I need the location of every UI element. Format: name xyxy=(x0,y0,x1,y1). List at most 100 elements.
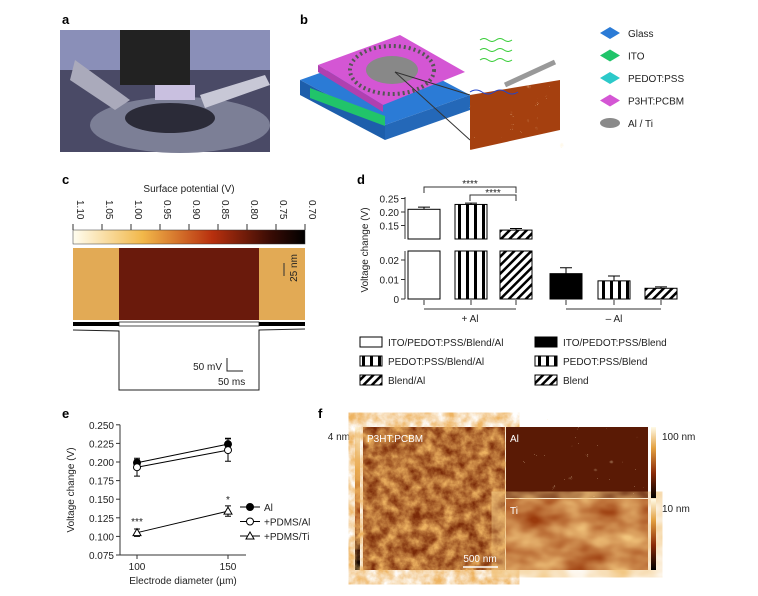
error-bar xyxy=(418,206,430,210)
colorbar xyxy=(72,229,306,245)
d-ylabel: Voltage change (V) xyxy=(360,207,371,292)
y-tick-label: 0.250 xyxy=(89,421,114,432)
colorbar-ticks: 1.10 1.05 1.00 0.95 0.90 0.85 0.80 0.75 0.70 xyxy=(72,200,317,230)
legend-swatch xyxy=(534,336,558,348)
layer-legend: Glass ITO PEDOT:PSS P3HT:PCBM Al / Ti xyxy=(600,27,684,130)
legend-label: +PDMS/Ti xyxy=(264,532,309,543)
device-diagram xyxy=(300,35,560,152)
illumination-bar xyxy=(73,321,305,327)
data-point xyxy=(133,463,141,472)
height-colorbar-main xyxy=(355,427,360,570)
surface-potential-map: 25 nm xyxy=(73,248,305,320)
series-line xyxy=(136,510,229,534)
panel-f-label: f xyxy=(318,406,323,421)
data-point xyxy=(224,446,232,455)
y-tick-label: 0.075 xyxy=(89,551,114,562)
bar xyxy=(407,208,441,240)
x-tick-label: 150 xyxy=(220,562,237,573)
layer-label: PEDOT:PSS xyxy=(628,74,684,85)
e-ylabel: Voltage change (V) xyxy=(66,447,77,532)
layer-swatch xyxy=(600,49,620,62)
height-colorbar-al xyxy=(651,427,656,498)
layer-label: P3HT:PCBM xyxy=(628,97,684,108)
colorbar-tick-label: 0.90 xyxy=(190,200,201,220)
afm-images: 4 nm P3HT:PCBM Al Ti 500 nm 100 nm 10 nm xyxy=(328,427,695,570)
main-scale-label: 4 nm xyxy=(328,432,350,443)
height-colorbar-ti xyxy=(651,499,656,570)
layer-swatch xyxy=(600,72,620,84)
scalebar-500nm: 500 nm xyxy=(463,554,496,565)
series-line xyxy=(136,449,229,468)
data-point xyxy=(245,530,255,540)
layer-label: ITO xyxy=(628,52,645,63)
y-tick-label: 0 xyxy=(393,295,399,306)
significance-label: * xyxy=(226,495,230,506)
colorbar-tick-label: 0.75 xyxy=(277,200,288,220)
legend-swatch xyxy=(359,355,383,367)
layer-swatch xyxy=(600,118,620,128)
colorbar-tick-label: 1.00 xyxy=(132,200,143,220)
e-xlabel: Electrode diameter (µm) xyxy=(129,576,236,587)
x-tick-label: 100 xyxy=(129,562,146,573)
significance-bracket xyxy=(423,186,517,193)
voltage-trace xyxy=(72,328,306,391)
legend-label: PEDOT:PSS/Blend/Al xyxy=(388,357,484,368)
legend-swatch xyxy=(359,374,383,386)
scale-bar xyxy=(226,358,243,372)
legend-label: +PDMS/Al xyxy=(264,518,310,529)
significance-label: *** xyxy=(131,517,143,528)
y-tick-label: 0.125 xyxy=(89,514,114,525)
ti-label: Ti xyxy=(510,506,518,517)
y-tick-label: 0.150 xyxy=(89,495,114,506)
bar xyxy=(454,250,488,300)
legend-label: ITO/PEDOT:PSS/Blend xyxy=(563,338,667,349)
y-tick-label: 0.20 xyxy=(380,208,400,219)
error-bar xyxy=(465,202,477,205)
bar-legend: ITO/PEDOT:PSS/Blend/Al ITO/PEDOT:PSS/Blen… xyxy=(359,336,667,387)
legend-label: Al xyxy=(264,503,273,514)
y-tick-label: 0.01 xyxy=(380,276,400,287)
panel-e-label: e xyxy=(62,406,69,421)
scale-50mv: 50 mV xyxy=(193,362,222,373)
error-bar xyxy=(560,267,572,274)
significance-label: **** xyxy=(462,179,478,190)
panel-a-label: a xyxy=(62,12,70,27)
y-tick-label: 0.225 xyxy=(89,439,114,450)
layer-label: Glass xyxy=(628,29,654,40)
panel-b-label: b xyxy=(300,12,308,27)
data-point xyxy=(246,517,254,526)
legend-label: PEDOT:PSS/Blend xyxy=(563,357,647,368)
group-label: + Al xyxy=(462,314,479,325)
bar xyxy=(549,273,583,300)
bar xyxy=(499,229,533,240)
colorbar-tick-label: 0.95 xyxy=(161,200,172,220)
colorbar-tick-label: 0.70 xyxy=(306,200,317,220)
legend-swatch xyxy=(359,336,383,348)
data-point xyxy=(246,503,254,511)
error-bar xyxy=(655,286,667,289)
bar xyxy=(597,280,631,300)
legend-swatch xyxy=(534,355,558,367)
y-tick-label: 0.02 xyxy=(380,256,400,267)
scale-50ms: 50 ms xyxy=(218,377,245,388)
scale-25nm: 25 nm xyxy=(289,254,300,282)
y-tick-label: 0.200 xyxy=(89,458,114,469)
layer-label: Al / Ti xyxy=(628,119,653,130)
colorbar-tick-label: 1.05 xyxy=(103,200,114,220)
error-bar xyxy=(510,227,522,231)
error-bar xyxy=(608,275,620,281)
data-point xyxy=(223,506,233,515)
ti-scale-label: 10 nm xyxy=(662,504,690,515)
bar-chart-d: 0.25 0.20 0.15 0.02 0.01 0 + Al – Al **** **** xyxy=(380,179,678,325)
al-scale-label: 100 nm xyxy=(662,432,695,443)
data-point xyxy=(132,527,142,537)
legend-label: Blend/Al xyxy=(388,376,425,387)
significance-label: **** xyxy=(485,188,501,199)
series-line xyxy=(136,443,229,464)
layer-swatch xyxy=(600,94,620,107)
colorbar-tick-label: 0.80 xyxy=(248,200,259,220)
colorbar-tick-label: 0.85 xyxy=(219,200,230,220)
y-tick-label: 0.175 xyxy=(89,477,114,488)
panel-c-label: c xyxy=(62,172,69,187)
